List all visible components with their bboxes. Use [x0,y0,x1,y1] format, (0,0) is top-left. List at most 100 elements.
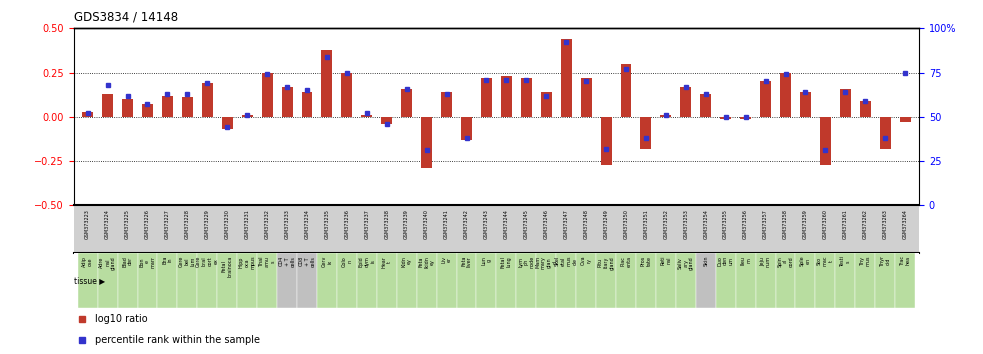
Text: GSM373230: GSM373230 [225,209,230,239]
Text: Kidn
ey: Kidn ey [401,256,412,267]
Text: Colo
n: Colo n [341,256,352,267]
Text: GSM373232: GSM373232 [264,209,269,239]
Text: Hipp
oca
mpus: Hipp oca mpus [239,256,256,269]
Text: Ova
ry: Ova ry [581,256,592,266]
Text: GSM373241: GSM373241 [444,209,449,239]
Text: GSM373259: GSM373259 [803,209,808,239]
Bar [521,78,532,117]
Text: GSM373258: GSM373258 [783,209,788,239]
Bar [899,117,910,122]
Bar [83,112,93,117]
Text: GSM373238: GSM373238 [384,209,389,239]
Text: GSM373237: GSM373237 [365,209,370,239]
Text: GSM373236: GSM373236 [344,209,349,239]
FancyBboxPatch shape [357,253,376,308]
Text: Ileu
m: Ileu m [740,256,751,265]
FancyBboxPatch shape [696,253,716,308]
Bar [281,87,293,117]
Text: GSM373260: GSM373260 [823,209,828,239]
Text: Pitu
itary
gland: Pitu itary gland [598,256,614,270]
FancyBboxPatch shape [676,253,696,308]
Bar [680,87,691,117]
Bar [560,39,572,117]
Text: Feta
liver: Feta liver [461,256,472,267]
Text: Hear
t: Hear t [381,256,392,268]
FancyBboxPatch shape [836,253,855,308]
Text: GSM373228: GSM373228 [185,209,190,239]
Text: GSM373252: GSM373252 [664,209,668,239]
Text: Sto
mac
t: Sto mac t [817,256,834,266]
FancyBboxPatch shape [537,253,556,308]
Text: Cerv
ix: Cerv ix [321,256,332,267]
Text: GSM373251: GSM373251 [644,209,649,239]
Text: tissue ▶: tissue ▶ [74,276,105,285]
Bar [661,115,671,117]
Bar [481,78,492,117]
Text: Epid
dym
is: Epid dym is [359,256,376,267]
FancyBboxPatch shape [258,253,277,308]
Bar [721,117,731,119]
Bar [142,104,153,117]
Text: Cere
bral
cort
ex: Cere bral cort ex [197,256,218,267]
Text: GSM373243: GSM373243 [484,209,489,239]
FancyBboxPatch shape [198,253,217,308]
Bar [860,101,871,117]
Text: GSM373257: GSM373257 [763,209,768,239]
Bar [760,81,771,117]
Bar [222,117,233,129]
Text: CD8
+ T
cells: CD8 + T cells [299,256,316,267]
Text: GSM373248: GSM373248 [584,209,589,239]
FancyBboxPatch shape [636,253,656,308]
Bar [620,64,631,117]
Text: GSM373263: GSM373263 [883,209,888,239]
Bar [700,94,712,117]
FancyBboxPatch shape [297,253,317,308]
FancyBboxPatch shape [716,253,735,308]
Text: Fetal
lung: Fetal lung [501,256,512,268]
FancyBboxPatch shape [855,253,875,308]
Text: Cere
bel
lum: Cere bel lum [179,256,196,267]
Text: GSM373256: GSM373256 [743,209,748,239]
Bar [581,78,592,117]
Text: Skin: Skin [703,256,709,266]
FancyBboxPatch shape [317,253,337,308]
Text: GSM373244: GSM373244 [504,209,509,239]
FancyBboxPatch shape [417,253,436,308]
Text: Trac
hea: Trac hea [899,256,910,266]
Text: Thyr
oid: Thyr oid [880,256,891,267]
Text: GSM373247: GSM373247 [563,209,569,239]
FancyBboxPatch shape [177,253,198,308]
Text: GSM373239: GSM373239 [404,209,409,239]
FancyBboxPatch shape [896,253,915,308]
Text: Plac
enta: Plac enta [620,256,631,267]
Text: GSM373245: GSM373245 [524,209,529,239]
Text: Spin
al
cord: Spin al cord [778,256,794,267]
Bar [362,115,373,117]
FancyBboxPatch shape [735,253,756,308]
Text: Adre
nal
gland: Adre nal gland [99,256,116,270]
Text: Duo
den
um: Duo den um [718,256,734,266]
Text: GSM373255: GSM373255 [723,209,728,239]
FancyBboxPatch shape [776,253,795,308]
Text: Thy
mus: Thy mus [860,256,871,266]
FancyBboxPatch shape [337,253,357,308]
Bar [122,99,133,117]
Text: GSM373246: GSM373246 [544,209,549,239]
Text: Reti
nal: Reti nal [661,256,671,266]
Bar [781,73,791,117]
Text: Lun
g: Lun g [481,256,492,265]
Text: Fetal
brainoca: Fetal brainoca [222,256,233,277]
Text: Bra
in: Bra in [162,256,173,264]
Text: Liv
er: Liv er [441,256,452,263]
Bar [401,88,412,117]
Bar [800,92,811,117]
FancyBboxPatch shape [237,253,258,308]
FancyBboxPatch shape [516,253,537,308]
FancyBboxPatch shape [436,253,456,308]
FancyBboxPatch shape [656,253,676,308]
Bar [740,117,751,119]
FancyBboxPatch shape [875,253,896,308]
Text: GSM373250: GSM373250 [623,209,628,239]
Text: Blad
der: Blad der [122,256,133,267]
Bar [820,117,831,165]
